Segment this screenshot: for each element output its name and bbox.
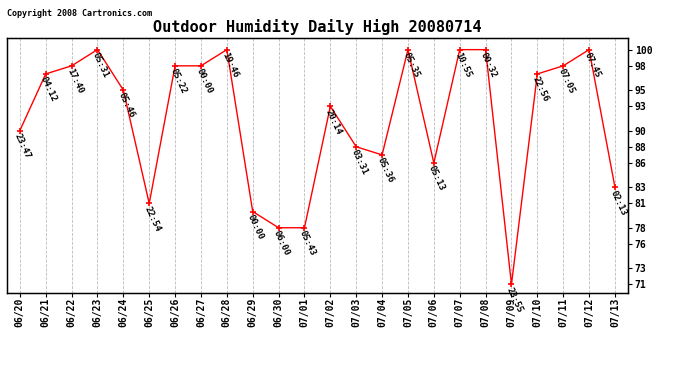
- Text: 05:46: 05:46: [117, 92, 136, 120]
- Text: 20:14: 20:14: [324, 108, 343, 136]
- Text: 05:36: 05:36: [375, 156, 395, 184]
- Text: 00:00: 00:00: [246, 213, 266, 241]
- Text: 05:22: 05:22: [168, 67, 188, 95]
- Text: 05:31: 05:31: [90, 51, 110, 79]
- Text: 07:45: 07:45: [582, 51, 602, 79]
- Text: 17:40: 17:40: [65, 67, 84, 95]
- Text: 10:55: 10:55: [453, 51, 473, 79]
- Text: 07:05: 07:05: [556, 67, 576, 95]
- Text: 19:46: 19:46: [220, 51, 239, 79]
- Text: 05:43: 05:43: [297, 229, 317, 257]
- Text: 00:32: 00:32: [479, 51, 498, 79]
- Text: 22:54: 22:54: [142, 205, 162, 233]
- Text: 00:00: 00:00: [194, 67, 214, 95]
- Text: Copyright 2008 Cartronics.com: Copyright 2008 Cartronics.com: [7, 9, 152, 18]
- Text: 06:00: 06:00: [272, 229, 291, 257]
- Text: 05:35: 05:35: [401, 51, 421, 79]
- Text: 23:55: 23:55: [504, 286, 524, 314]
- Title: Outdoor Humidity Daily High 20080714: Outdoor Humidity Daily High 20080714: [153, 19, 482, 35]
- Text: 03:31: 03:31: [349, 148, 369, 176]
- Text: 23:47: 23:47: [13, 132, 32, 160]
- Text: 02:13: 02:13: [608, 189, 628, 217]
- Text: 22:56: 22:56: [531, 75, 550, 104]
- Text: 04:12: 04:12: [39, 75, 59, 104]
- Text: 05:13: 05:13: [427, 164, 446, 192]
